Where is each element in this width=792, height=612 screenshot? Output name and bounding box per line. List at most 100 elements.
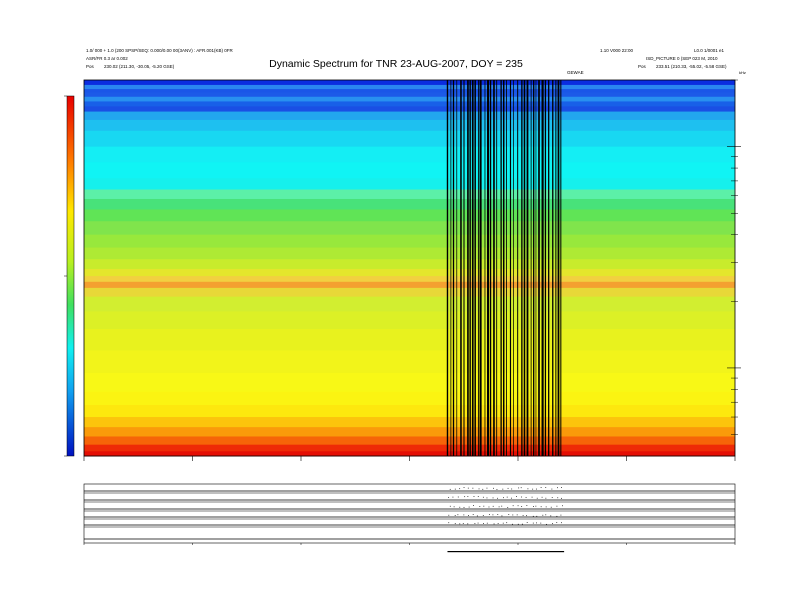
panel-sample [545,514,547,516]
panel-sample [516,496,517,497]
panel-sample [561,487,562,488]
spectrum-band [84,296,735,312]
header-right-line2: ISD_PICTURE 0 (SEP 023 M, 2010 [646,56,718,61]
panel-sample [473,496,475,497]
panel-sample [556,522,558,523]
panel-sample [527,488,529,490]
panel-sample [467,487,469,489]
spectrum-band [84,146,735,163]
panel-sample [448,522,450,524]
header-right-time: 1.10 V000 22:00 [600,48,634,53]
header-right-pos-label: Pos [638,64,646,69]
panel-sample [486,522,488,524]
panel-sample [448,496,450,498]
spectrum-band [84,404,735,418]
panel-sample [502,522,504,524]
panel-sample [493,523,495,525]
panel-sample [536,522,537,524]
spectrum-band [84,221,735,236]
panel-sample [561,497,562,499]
panel-sample [483,523,484,524]
spectrum-band [84,162,735,179]
panel-sample [486,487,488,489]
panel-sample [545,487,547,488]
panel-sample [536,497,538,499]
panel-sample [497,514,499,515]
panel-sample [498,506,500,508]
colorbar-ticks [64,95,67,457]
panel-sample [473,505,474,506]
header-right-pos: 233.51 (210.33, -55.02, -5.58 GSE) [656,64,727,69]
panel-sample [482,488,484,490]
panel-sample [532,522,534,524]
panel-sample [463,506,465,508]
panel-sample [449,488,451,490]
panel-sample [467,523,469,525]
housekeeping-panels [83,483,736,553]
panel-sample [526,522,528,523]
panel-sample [531,496,533,498]
panel-sample [478,488,480,490]
gap-marker [447,551,565,553]
panel-sample [457,514,459,516]
panel-sample [482,515,484,516]
panel-sample [541,496,543,498]
spectrum-band [84,311,735,330]
chart-title: Dynamic Spectrum for TNR 23-AUG-2007, DO… [269,58,523,70]
panel-sample [464,496,466,498]
panel-sample [452,496,454,498]
spectrum-band [84,84,735,90]
panel-sample [540,487,542,488]
spectrum-band [84,101,735,107]
panel-sample [506,496,508,498]
panel-sample [520,487,522,489]
panel-sample [535,505,537,507]
panel-sample [492,497,494,499]
panel-sample [462,523,464,524]
spectrum-band [84,268,735,277]
spectrum-band [84,80,735,86]
panel-sample [525,497,527,499]
panel-sample [512,514,514,516]
spectrogram [84,80,735,457]
header-left-line1: 1.0/ 000 + 1.0 (200 SPSP/SEQ: 0.000/0.00… [86,48,233,53]
spectrum-band [84,119,735,132]
panel-sample [521,496,523,498]
panel-sample [468,506,470,508]
panel-sample [546,523,547,525]
spectrum-band [84,234,735,249]
panel-sample [459,523,461,525]
panel-sample [561,522,562,524]
spectrum-band [84,259,735,270]
panel-sample [517,523,519,525]
panel-sample [454,488,456,490]
panel-sample [497,497,499,499]
panel-sample [535,488,537,490]
panel-sample [463,514,465,516]
panel-sample [551,496,553,498]
panel-sample [545,497,547,499]
panel-sample [448,514,450,516]
spectrum-band [84,436,735,446]
panel-sample [476,515,478,517]
panel-sample [459,506,461,508]
panel-sample [521,523,523,525]
panel-sample [477,496,479,498]
panel-sample [486,497,488,499]
spectrum-band [84,417,735,428]
panel-sample [453,506,455,508]
spectrum-band [84,189,735,200]
panel-sample [545,506,547,508]
spectrum-band [84,247,735,260]
spectrum-band [84,198,735,210]
panel-sample [540,506,542,508]
panel-sample [482,496,484,498]
header-right-id: L0.0 1/0001 e1 [694,48,725,53]
panel-sample [542,514,544,516]
panel-sample [516,514,518,516]
panel-sample [522,514,524,516]
panel-sample [511,523,513,525]
panel-sample [508,514,510,515]
panel-sample [497,523,499,524]
spectrum-band [84,209,735,222]
